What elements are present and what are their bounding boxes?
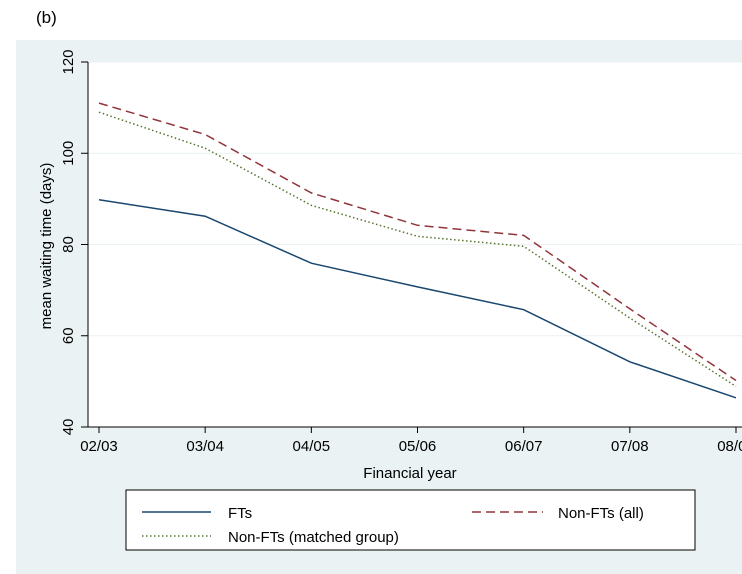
y-tick-label: 80 (60, 236, 77, 253)
x-tick-label: 08/09 (717, 438, 742, 455)
panel-label: (b) (36, 8, 57, 27)
gridlines (88, 61, 742, 337)
x-tick-label: 03/04 (186, 438, 224, 455)
x-axis-ticks: 02/03 03/04 04/05 05/06 06/07 07/08 08/09 (80, 427, 742, 455)
x-tick-label: 05/06 (399, 438, 437, 455)
x-tick-label: 06/07 (505, 438, 543, 455)
legend-label-non-fts-matched: Non-FTs (matched group) (228, 529, 399, 546)
legend-label-fts: FTs (228, 505, 252, 522)
series-lines (98, 102, 737, 399)
legend: FTs Non-FTs (all) Non-FTs (matched group… (125, 489, 696, 551)
y-tick-label: 100 (60, 141, 77, 166)
series-line-0 (98, 199, 737, 399)
y-tick-label: 120 (60, 49, 77, 74)
y-tick-label: 60 (60, 327, 77, 344)
x-tick-label: 07/08 (611, 438, 649, 455)
y-axis-ticks: 40 60 80 100 120 (60, 49, 88, 435)
x-axis-title: Financial year (363, 465, 456, 482)
y-axis-title: mean waiting time (days) (38, 163, 55, 330)
legend-label-non-fts-all: Non-FTs (all) (558, 505, 644, 522)
series-line-2 (98, 111, 737, 388)
series-line-1 (98, 102, 737, 382)
x-tick-label: 02/03 (80, 438, 118, 455)
y-tick-label: 40 (60, 419, 77, 436)
legend-box (125, 489, 696, 551)
x-tick-label: 04/05 (293, 438, 331, 455)
